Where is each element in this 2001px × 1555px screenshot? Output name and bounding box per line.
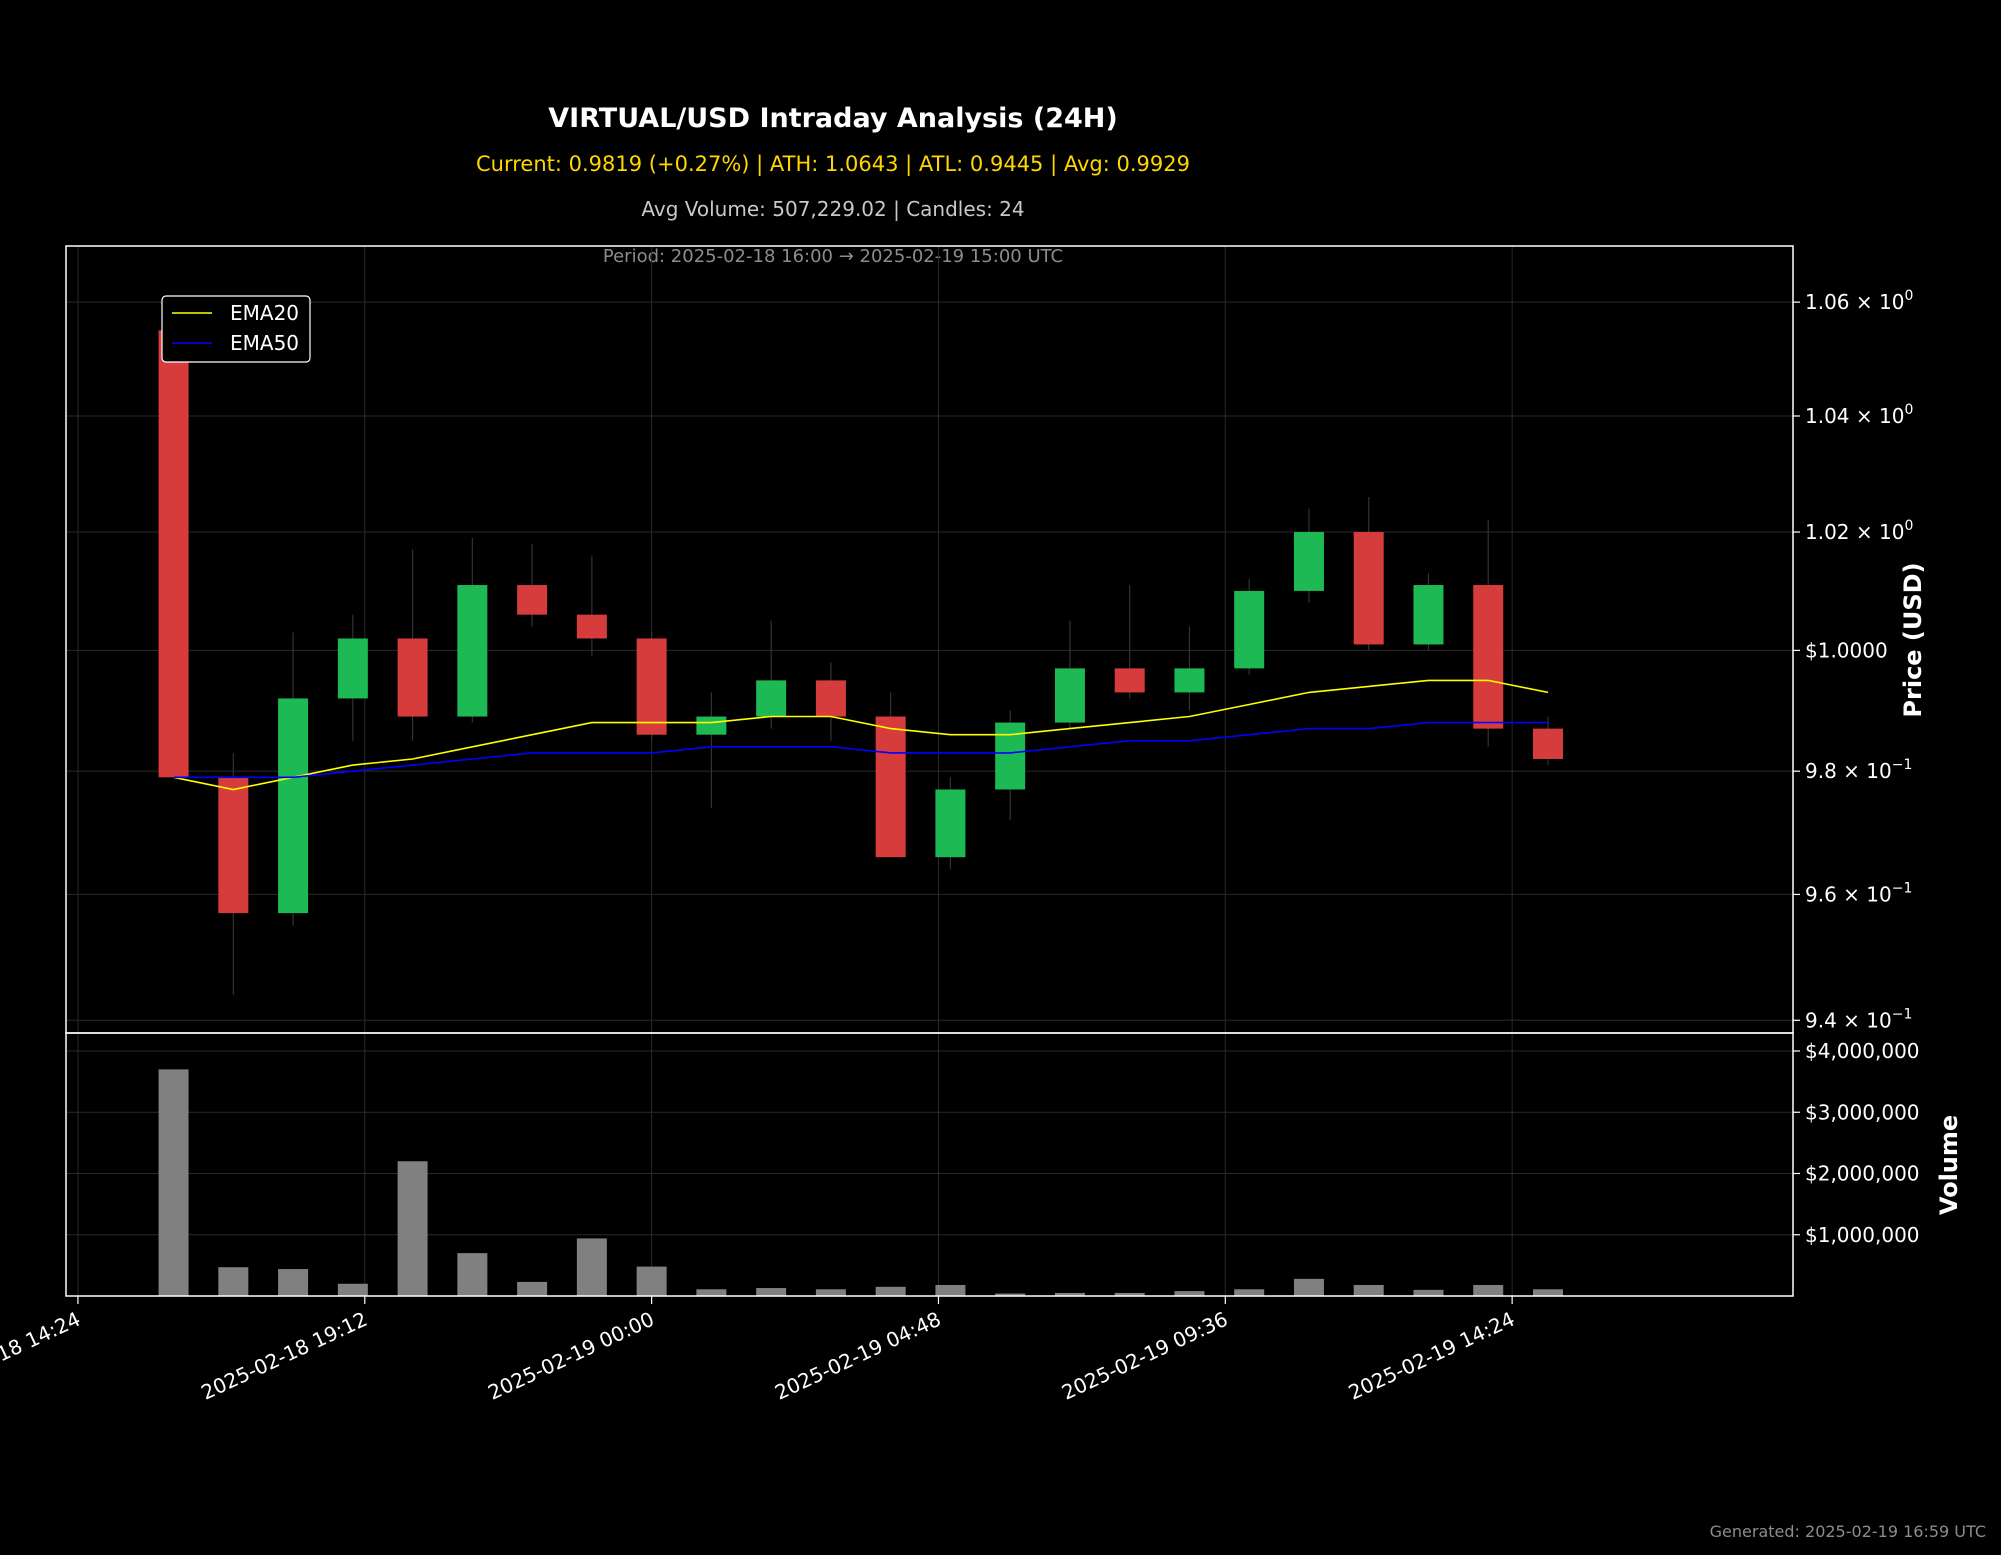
candle-body-19 — [1293, 532, 1324, 591]
candle-body-9 — [696, 716, 727, 735]
price-tick-label-1-06: 1.06 × 100 — [1805, 288, 1913, 314]
volume-bar-13 — [935, 1284, 966, 1296]
candle-body-23 — [1532, 728, 1563, 759]
volume-bar-15 — [1054, 1292, 1085, 1296]
price-tick-base-0-96: 9.6 × 10 — [1805, 882, 1892, 906]
price-tick-base-0-98: 9.8 × 10 — [1805, 759, 1892, 783]
volume-bar-16 — [1114, 1292, 1145, 1296]
candle-body-6 — [517, 585, 548, 615]
candle-body-13 — [935, 789, 966, 858]
price-tick-label-1-04: 1.04 × 100 — [1805, 402, 1913, 428]
volume-bar-12 — [875, 1286, 906, 1296]
price-tick-base-1-04: 1.04 × 10 — [1805, 404, 1904, 428]
candle-body-14 — [995, 722, 1026, 790]
volume-bar-9 — [696, 1289, 727, 1296]
candle-body-8 — [636, 638, 667, 735]
volume-bar-1 — [218, 1267, 249, 1296]
price-tick-exponent-1-06: 0 — [1904, 288, 1913, 304]
volume-bar-17 — [1174, 1291, 1205, 1296]
volume-bar-2 — [278, 1269, 309, 1296]
volume-bar-10 — [756, 1288, 787, 1296]
volume-grid — [66, 1033, 1793, 1296]
chart-subtitle-volume: Avg Volume: 507,229.02 | Candles: 24 — [641, 197, 1024, 221]
candle-body-5 — [457, 585, 488, 717]
volume-ticks: $1,000,000 $2,000,000 $3,000,000 $4,000,000 — [1793, 1039, 1920, 1247]
volume-bar-14 — [995, 1293, 1026, 1296]
volume-bar-7 — [576, 1238, 607, 1296]
volume-panel-frame — [65, 1032, 1794, 1297]
candle-body-20 — [1353, 532, 1384, 645]
price-tick-exponent-0-94: −1 — [1892, 1006, 1913, 1022]
volume-tick-label-1000000: $1,000,000 — [1805, 1223, 1920, 1247]
price-tick-label-0-96: 9.6 × 10−1 — [1805, 880, 1912, 906]
candle-body-0 — [158, 330, 189, 778]
legend-ema20-label: EMA20 — [230, 301, 299, 325]
candle-body-17 — [1174, 668, 1205, 693]
price-tick-exponent-0-98: −1 — [1892, 757, 1913, 773]
volume-axis-label: Volume — [1935, 1115, 1963, 1215]
price-tick-label-1-02: 1.02 × 100 — [1805, 518, 1913, 544]
volume-bar-8 — [636, 1266, 667, 1296]
volume-bar-23 — [1532, 1289, 1563, 1296]
volume-bar-3 — [337, 1283, 368, 1296]
candles — [158, 313, 1563, 995]
volume-bar-4 — [397, 1161, 428, 1296]
volume-bar-20 — [1353, 1284, 1384, 1296]
candle-body-1 — [218, 777, 249, 914]
chart-title: VIRTUAL/USD Intraday Analysis (24H) — [548, 103, 1117, 134]
price-tick-base-0-94: 9.4 × 10 — [1805, 1008, 1892, 1032]
volume-tick-label-4000000: $4,000,000 — [1805, 1039, 1920, 1063]
volume-bar-18 — [1234, 1289, 1265, 1296]
volume-tick-label-3000000: $3,000,000 — [1805, 1100, 1920, 1124]
volume-bar-19 — [1293, 1278, 1324, 1296]
candle-body-7 — [576, 614, 607, 639]
candle-body-4 — [397, 638, 428, 717]
price-tick-label-0-98: 9.8 × 10−1 — [1805, 757, 1912, 783]
volume-bar-0 — [158, 1069, 189, 1296]
volume-bar-22 — [1473, 1284, 1504, 1296]
footer-generated: Generated: 2025-02-19 16:59 UTC — [1710, 1522, 1986, 1541]
price-tick-exponent-0-96: −1 — [1892, 880, 1913, 896]
price-tick-label-0-94: 9.4 × 10−1 — [1805, 1006, 1912, 1032]
volume-bar-11 — [815, 1289, 846, 1296]
candle-body-10 — [756, 680, 787, 717]
candle-body-22 — [1473, 585, 1504, 729]
ema-lines — [173, 679, 1549, 791]
candle-body-18 — [1234, 590, 1265, 669]
candle-body-3 — [337, 638, 368, 699]
volume-bar-21 — [1413, 1289, 1444, 1296]
candle-body-11 — [815, 680, 846, 717]
candle-body-15 — [1054, 668, 1085, 723]
price-tick-exponent-1-04: 0 — [1904, 402, 1913, 418]
volume-tick-label-2000000: $2,000,000 — [1805, 1162, 1920, 1186]
series-line-ema50 — [173, 721, 1548, 779]
y-axis-label: Price (USD) — [1899, 562, 1927, 717]
legend: EMA20 EMA50 — [161, 295, 311, 363]
period-label: Period: 2025-02-18 16:00 → 2025-02-19 15… — [603, 246, 1063, 267]
series-line-ema20 — [173, 679, 1549, 791]
volume-bar-5 — [457, 1253, 488, 1296]
price-tick-base-1-02: 1.02 × 10 — [1805, 520, 1904, 544]
candle-body-12 — [875, 716, 906, 858]
price-tick-label-1: $1.0000 — [1805, 638, 1888, 662]
legend-ema50-label: EMA50 — [230, 331, 299, 355]
chart-subtitle-stats: Current: 0.9819 (+0.27%) | ATH: 1.0643 |… — [476, 152, 1190, 177]
volume-bars — [158, 1069, 1563, 1296]
price-tick-exponent-1-02: 0 — [1904, 518, 1913, 534]
price-tick-base-1-06: 1.06 × 10 — [1805, 290, 1904, 314]
candle-body-16 — [1114, 668, 1145, 693]
candle-body-21 — [1413, 585, 1444, 645]
volume-bar-6 — [517, 1281, 548, 1296]
candle-body-2 — [278, 698, 309, 914]
